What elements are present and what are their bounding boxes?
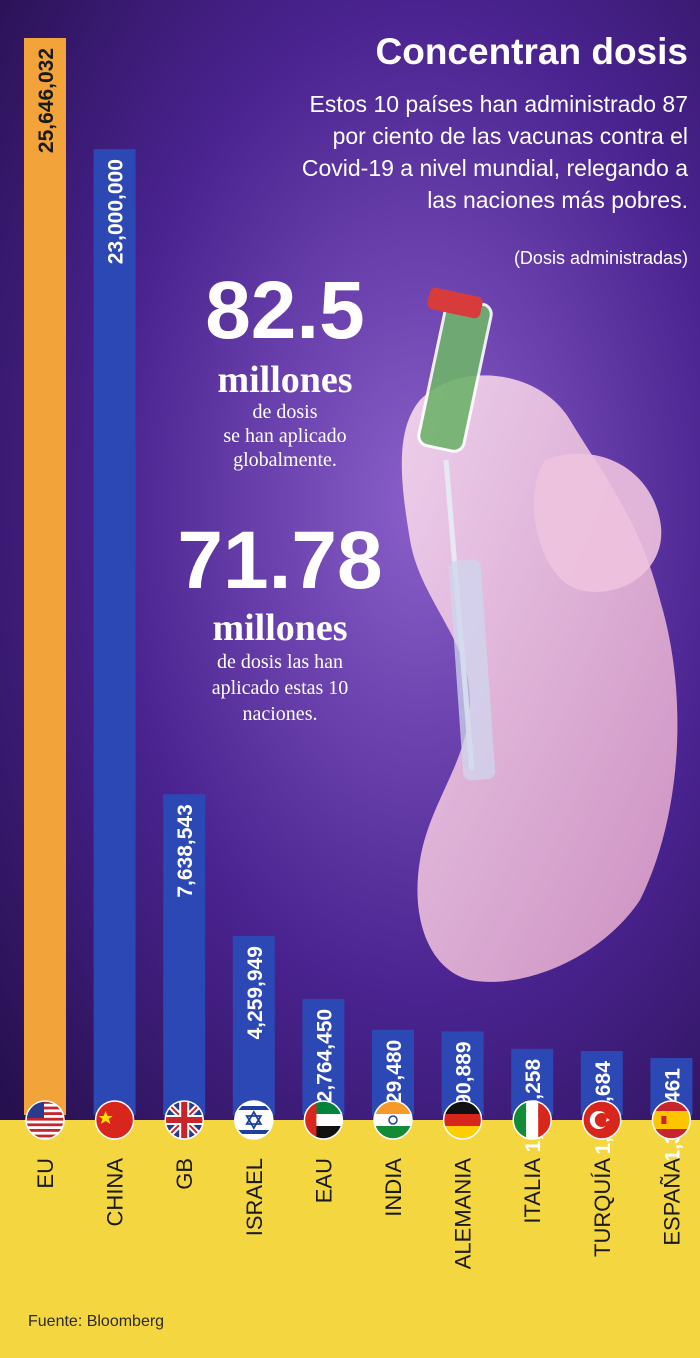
india-flag-icon	[373, 1100, 413, 1140]
label-band	[0, 1120, 700, 1358]
source-note: Fuente: Bloomberg	[28, 1313, 164, 1330]
subtitle-line-2: por ciento de las vacunas contra el	[333, 123, 688, 149]
category-label: ITALIA	[520, 1158, 545, 1224]
vaccine-illustration	[401, 287, 678, 982]
subtitle-line-3: Covid-19 a nivel mundial, relegando a	[302, 155, 688, 181]
category-label: EU	[33, 1158, 58, 1189]
bar-gb	[163, 794, 206, 1115]
category-label: CHINA	[103, 1158, 128, 1227]
subtitle-line-1: Estos 10 países han administrado 87	[310, 91, 688, 117]
bars-layer: 25,646,032 23,000,000 7,638,543 4,259,949 2,…	[24, 38, 693, 1161]
stat-top10-caption-1: de dosis las han	[217, 651, 343, 673]
stat-top10-caption-2: aplicado estas 10	[212, 677, 349, 699]
israel-flag-icon	[234, 1100, 274, 1140]
subtitle-line-4: las naciones más pobres.	[427, 187, 688, 213]
syringe-barrel	[448, 559, 496, 781]
stat-top10-caption-3: naciones.	[243, 703, 318, 725]
value-label: 25,646,032	[35, 48, 58, 153]
bar-eu	[24, 38, 66, 1115]
category-label: ISRAEL	[242, 1158, 267, 1236]
spain-flag-icon	[651, 1100, 692, 1140]
stat-global: 82.5 millones de dosis se han aplicado g…	[205, 265, 365, 471]
category-label: ESPAÑA	[659, 1158, 684, 1246]
vial-cap	[427, 287, 483, 319]
category-label: EAU	[311, 1158, 336, 1203]
category-label: GB	[172, 1158, 197, 1190]
stat-top10-number: 71.78	[177, 515, 382, 606]
bar-israel	[232, 936, 275, 1115]
usa-flag-icon	[25, 1100, 65, 1140]
glove-finger-shape	[533, 453, 662, 592]
china-flag-icon	[94, 1100, 135, 1140]
stat-global-number: 82.5	[205, 265, 365, 356]
bar-china	[93, 149, 136, 1116]
value-label: 2,764,450	[313, 1009, 336, 1102]
category-label: ALEMANIA	[451, 1158, 476, 1270]
chart-title: Concentran dosis	[376, 31, 689, 72]
value-label: 4,259,949	[244, 946, 267, 1039]
stat-top10-unit: millones	[212, 607, 347, 649]
germany-flag-icon	[442, 1100, 483, 1140]
stat-global-unit: millones	[217, 359, 352, 401]
italy-flag-icon	[512, 1100, 552, 1140]
value-label: 23,000,000	[105, 159, 128, 264]
unit-note: (Dosis administradas)	[514, 248, 688, 268]
category-label: INDIA	[381, 1158, 406, 1217]
category-label: TURQUÍA	[590, 1158, 615, 1257]
stat-global-caption-2: se han aplicado	[223, 425, 346, 447]
value-label: 7,638,543	[174, 804, 197, 897]
stat-global-caption-3: globalmente.	[233, 449, 337, 471]
turkey-flag-icon	[582, 1100, 622, 1140]
bar-eau	[302, 998, 345, 1115]
stat-top10: 71.78 millones de dosis las han aplicado…	[177, 515, 382, 725]
flags-layer: EU CHINA GB ISRAEL EAU INDIA ALEMANIA ITALIA TUR…	[25, 1100, 692, 1270]
uae-flag-icon	[303, 1100, 344, 1140]
uk-flag-icon	[164, 1100, 204, 1140]
chart-subtitle: Estos 10 países han administrado 87 por …	[302, 91, 688, 213]
stat-global-caption-1: de dosis	[253, 401, 318, 423]
